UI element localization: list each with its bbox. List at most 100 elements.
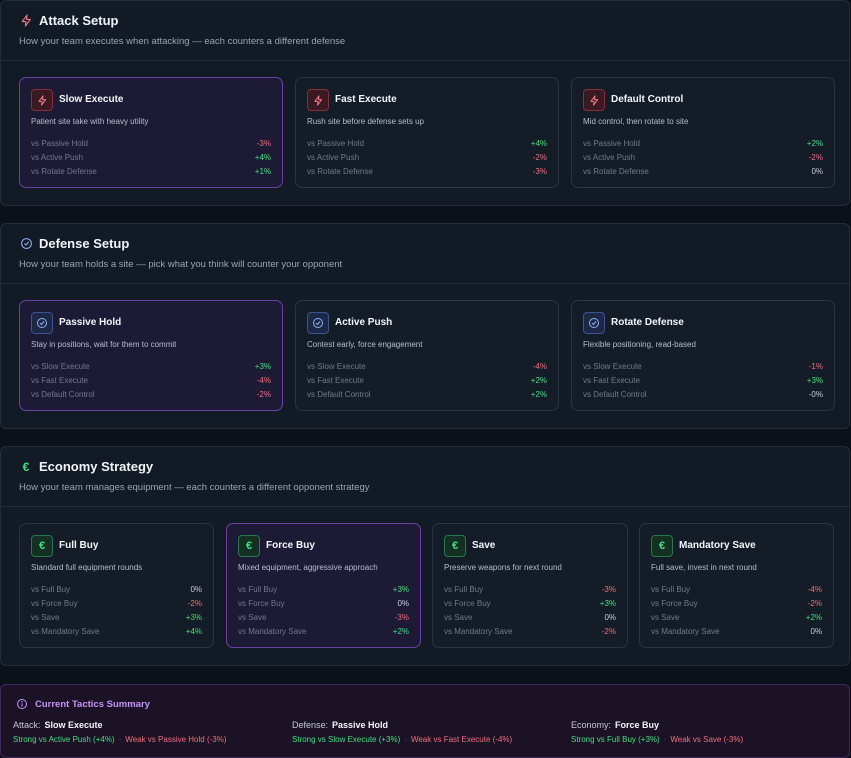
economy-strategy-subtitle: How your team manages equipment — each c… <box>19 482 370 493</box>
economy-card-full-buy[interactable]: € Full Buy Standard full equipment round… <box>19 523 214 648</box>
economy-card-mandatory-save[interactable]: € Mandatory Save Full save, invest in ne… <box>639 523 834 648</box>
summary-value: Slow Execute <box>44 720 103 730</box>
lightning-icon <box>31 89 53 111</box>
matchup-row: vs Passive Hold -3% <box>31 138 271 148</box>
shield-check-icon <box>31 312 53 334</box>
attack-card-fast-execute[interactable]: Fast Execute Rush site before defense se… <box>295 77 559 188</box>
attack-card-default-control[interactable]: Default Control Mid control, then rotate… <box>571 77 835 188</box>
card-title: Active Push <box>335 317 393 328</box>
weak-matchup: Weak vs Save (-3%) <box>670 735 744 744</box>
lightning-icon <box>307 89 329 111</box>
matchup-row: vs Default Control -0% <box>583 389 823 399</box>
card-description: Flexible positioning, read-based <box>583 340 696 349</box>
strong-matchup: Strong vs Full Buy (+3%) <box>571 735 660 744</box>
economy-card-force-buy[interactable]: € Force Buy Mixed equipment, aggressive … <box>226 523 421 648</box>
matchup-row: vs Mandatory Save 0% <box>651 626 822 636</box>
economy-strategy-title: € Economy Strategy <box>19 459 154 474</box>
attack-setup-title: Attack Setup <box>19 13 118 28</box>
euro-icon: € <box>31 535 53 557</box>
tactics-summary-title: Current Tactics Summary <box>15 697 150 711</box>
matchup-row: vs Save 0% <box>444 612 616 622</box>
euro-icon: € <box>651 535 673 557</box>
matchup-row: vs Fast Execute -4% <box>31 375 271 385</box>
weak-matchup: Weak vs Fast Execute (-4%) <box>410 735 513 744</box>
matchup-row: vs Mandatory Save +4% <box>31 626 202 636</box>
matchup-row: vs Rotate Defense +1% <box>31 166 271 176</box>
separator: · <box>404 735 407 744</box>
matchup-row: vs Mandatory Save -2% <box>444 626 616 636</box>
defense-setup-title: Defense Setup <box>19 236 129 251</box>
matchup-stats: vs Full Buy -4% vs Force Buy -2% vs Save +2… <box>651 582 822 638</box>
summary-value: Passive Hold <box>332 720 389 730</box>
separator: · <box>118 735 122 744</box>
attack-card-slow-execute[interactable]: Slow Execute Patient site take with heav… <box>19 77 283 188</box>
matchup-row: vs Full Buy +3% <box>238 584 409 594</box>
shield-check-icon <box>307 312 329 334</box>
card-description: Full save, invest in next round <box>651 563 757 572</box>
matchup-row: vs Force Buy -2% <box>651 598 822 608</box>
defense-card-rotate-defense[interactable]: Rotate Defense Flexible positioning, rea… <box>571 300 835 411</box>
defense-setup-header: Defense Setup How your team holds a site… <box>1 224 849 284</box>
defense-card-passive-hold[interactable]: Passive Hold Stay in positions, wait for… <box>19 300 283 411</box>
matchup-row: vs Save -3% <box>238 612 409 622</box>
matchup-row: vs Save +2% <box>651 612 822 622</box>
card-title: Mandatory Save <box>679 540 756 551</box>
lightning-icon <box>19 14 33 28</box>
summary-value: Force Buy <box>615 720 660 730</box>
summary-economy: Economy: Force Buy Strong vs Full Buy (+3… <box>571 720 743 744</box>
card-title: Default Control <box>611 94 684 105</box>
matchup-row: vs Full Buy 0% <box>31 584 202 594</box>
summary-label: Defense: <box>292 720 329 730</box>
matchup-row: vs Force Buy +3% <box>444 598 616 608</box>
matchup-row: vs Passive Hold +4% <box>307 138 547 148</box>
strong-matchup: Strong vs Active Push (+4%) <box>13 735 115 744</box>
defense-card-active-push[interactable]: Active Push Contest early, force engagem… <box>295 300 559 411</box>
card-title: Save <box>472 540 496 551</box>
matchup-row: vs Slow Execute -4% <box>307 361 547 371</box>
euro-icon: € <box>22 459 30 474</box>
shield-check-icon <box>19 237 33 251</box>
strong-matchup: Strong vs Slow Execute (+3%) <box>292 735 401 744</box>
matchup-stats: vs Full Buy 0% vs Force Buy -2% vs Save +3%… <box>31 582 202 638</box>
economy-card-save[interactable]: € Save Preserve weapons for next round v… <box>432 523 628 648</box>
matchup-row: vs Fast Execute +2% <box>307 375 547 385</box>
matchup-row: vs Active Push +4% <box>31 152 271 162</box>
matchup-row: vs Rotate Defense -3% <box>307 166 547 176</box>
matchup-row: vs Active Push -2% <box>583 152 823 162</box>
defense-setup-section: Defense Setup How your team holds a site… <box>0 223 850 429</box>
attack-setup-section: Attack Setup How your team executes when… <box>0 0 850 206</box>
matchup-row: vs Fast Execute +3% <box>583 375 823 385</box>
matchup-stats: vs Passive Hold -3% vs Active Push +4% vs … <box>31 136 271 178</box>
card-title: Rotate Defense <box>611 317 684 328</box>
summary-defense: Defense: Passive Hold Strong vs Slow Exec… <box>292 720 512 744</box>
card-title: Slow Execute <box>59 94 124 105</box>
summary-label: Economy: <box>571 720 612 730</box>
card-description: Stay in positions, wait for them to comm… <box>31 340 177 349</box>
matchup-row: vs Save +3% <box>31 612 202 622</box>
matchup-row: vs Active Push -2% <box>307 152 547 162</box>
card-title: Force Buy <box>266 540 315 551</box>
economy-strategy-section: € Economy Strategy How your team manages… <box>0 446 850 666</box>
card-description: Rush site before defense sets up <box>307 117 424 126</box>
card-description: Contest early, force engagement <box>307 340 423 349</box>
separator: · <box>663 735 667 744</box>
card-title: Passive Hold <box>59 317 122 328</box>
euro-icon: € <box>238 535 260 557</box>
lightning-icon <box>583 89 605 111</box>
summary-label: Attack: <box>13 720 41 730</box>
card-description: Standard full equipment rounds <box>31 563 143 572</box>
economy-cards: € Full Buy Standard full equipment round… <box>1 506 849 666</box>
economy-strategy-header: € Economy Strategy How your team manages… <box>1 447 849 507</box>
matchup-row: vs Slow Execute -1% <box>583 361 823 371</box>
attack-setup-header: Attack Setup How your team executes when… <box>1 1 849 61</box>
card-description: Mixed equipment, aggressive approach <box>238 563 378 572</box>
info-icon <box>15 697 29 711</box>
defense-cards: Passive Hold Stay in positions, wait for… <box>1 283 849 429</box>
matchup-stats: vs Full Buy +3% vs Force Buy 0% vs Save -3%… <box>238 582 409 638</box>
matchup-row: vs Force Buy 0% <box>238 598 409 608</box>
matchup-stats: vs Full Buy -3% vs Force Buy +3% vs Save 0%… <box>444 582 616 638</box>
matchup-row: vs Rotate Defense 0% <box>583 166 823 176</box>
defense-setup-subtitle: How your team holds a site — pick what y… <box>19 259 343 270</box>
shield-check-icon <box>583 312 605 334</box>
matchup-row: vs Mandatory Save +2% <box>238 626 409 636</box>
